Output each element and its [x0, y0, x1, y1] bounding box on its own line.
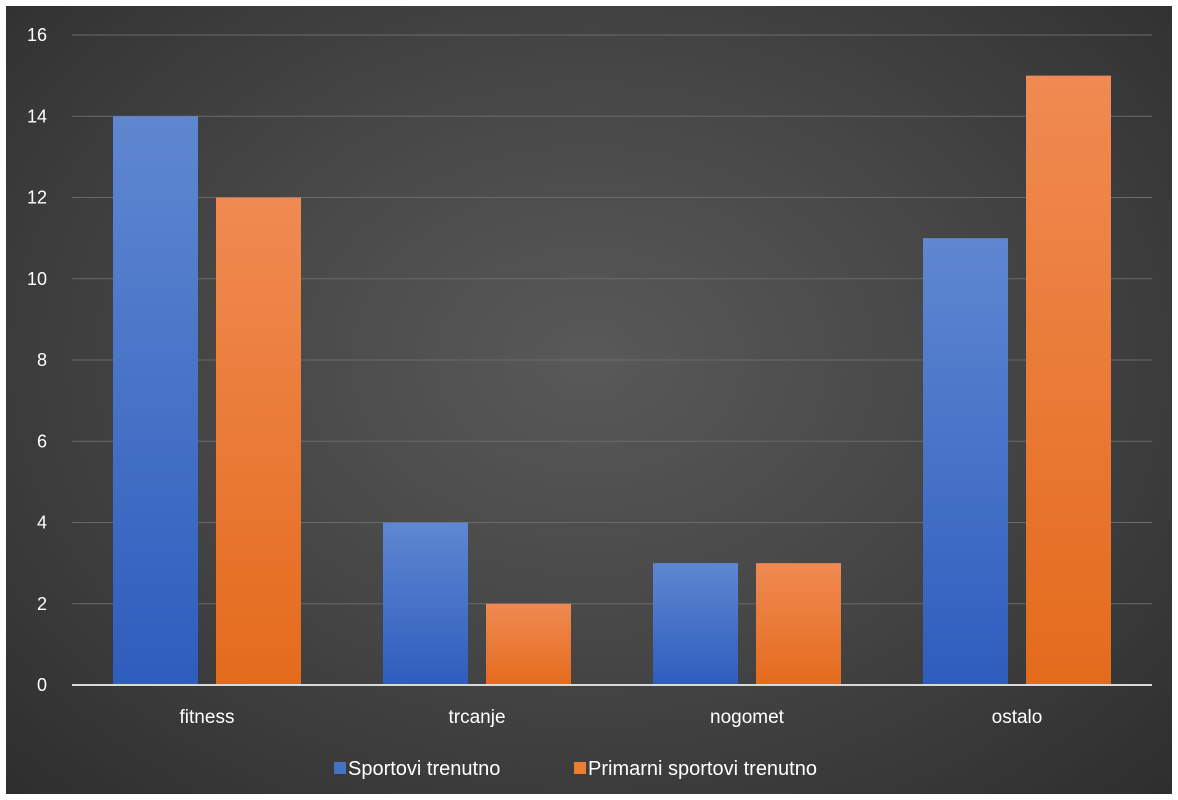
y-tick-label: 10 — [27, 269, 47, 289]
y-tick-label: 16 — [27, 25, 47, 45]
bar-primarni-sportovi-trenutno-trcanje — [486, 603, 571, 685]
bar-sportovi-trenutno-fitness — [113, 116, 198, 685]
x-category-label: trcanje — [448, 707, 505, 728]
y-tick-label: 6 — [37, 431, 47, 451]
legend-swatch — [334, 762, 346, 774]
x-axis-categories: fitness trcanje nogomet ostalo — [180, 707, 1043, 728]
y-axis-ticks: 0 2 4 6 8 10 12 14 16 — [27, 25, 47, 695]
bar-primarni-sportovi-trenutno-ostalo — [1026, 75, 1111, 685]
bar-sportovi-trenutno-trcanje — [383, 522, 468, 685]
legend-swatch — [574, 762, 586, 774]
x-category-label: nogomet — [710, 707, 785, 728]
y-tick-label: 0 — [37, 675, 47, 695]
x-category-label: fitness — [180, 707, 235, 728]
legend: Sportovi trenutno Primarni sportovi trenu… — [334, 758, 817, 780]
legend-label: Sportovi trenutno — [348, 758, 500, 780]
y-tick-label: 14 — [27, 106, 47, 126]
x-category-label: ostalo — [992, 707, 1043, 728]
y-tick-label: 12 — [27, 188, 47, 208]
bar-sportovi-trenutno-nogomet — [653, 563, 738, 685]
legend-label: Primarni sportovi trenutno — [588, 758, 817, 780]
y-tick-label: 2 — [37, 594, 47, 614]
bar-sportovi-trenutno-ostalo — [923, 238, 1008, 685]
bar-primarni-sportovi-trenutno-fitness — [216, 197, 301, 685]
bars — [113, 75, 1111, 685]
y-tick-label: 4 — [37, 513, 47, 533]
bar-primarni-sportovi-trenutno-nogomet — [756, 563, 841, 685]
y-tick-label: 8 — [37, 350, 47, 370]
